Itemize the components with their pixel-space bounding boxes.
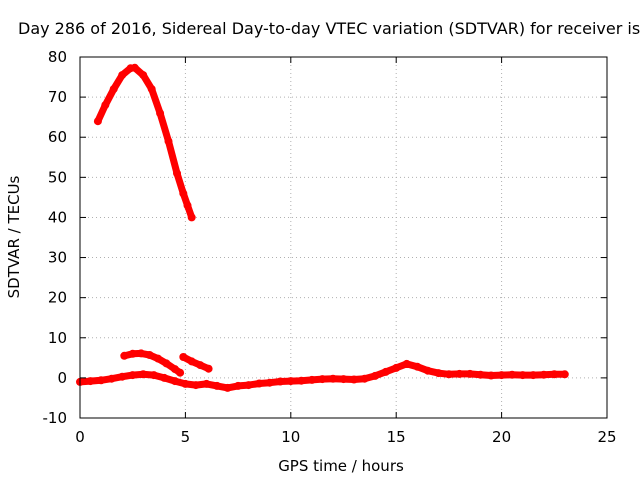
x-tick-label: 15 xyxy=(387,428,406,446)
data-point-baseline xyxy=(286,377,295,386)
data-point-baseline xyxy=(539,370,548,379)
x-tick-label: 0 xyxy=(75,428,85,446)
x-tick-label: 25 xyxy=(597,428,616,446)
data-point-arc-mid-2 xyxy=(204,364,213,373)
data-point-arc-high xyxy=(101,101,110,110)
data-point-baseline xyxy=(487,371,496,380)
data-point-arc-high xyxy=(173,169,181,178)
data-point-baseline xyxy=(339,375,348,384)
data-point-baseline xyxy=(307,375,316,384)
chart-title: Day 286 of 2016, Sidereal Day-to-day VTE… xyxy=(18,19,640,38)
y-tick-label: -10 xyxy=(43,409,68,427)
data-point-arc-high xyxy=(147,85,156,94)
data-point-baseline xyxy=(466,369,474,378)
data-point-baseline xyxy=(170,377,179,386)
data-point-arc-mid-2 xyxy=(179,353,188,361)
data-point-baseline xyxy=(550,370,559,379)
y-tick-label: 50 xyxy=(48,168,67,186)
data-point-baseline xyxy=(234,381,243,390)
data-point-arc-high xyxy=(118,71,127,80)
data-point-baseline xyxy=(244,381,253,390)
y-tick-label: 70 xyxy=(48,88,67,106)
data-point-baseline xyxy=(508,370,517,379)
data-point-baseline xyxy=(371,371,380,380)
data-point-baseline xyxy=(160,373,169,382)
data-point-baseline xyxy=(318,375,327,384)
y-axis-label: SDTVAR / TECUs xyxy=(5,175,23,298)
data-point-baseline xyxy=(139,370,148,379)
data-point-baseline xyxy=(86,377,95,386)
data-point-baseline xyxy=(402,359,411,368)
data-point-baseline xyxy=(149,371,158,380)
data-point-baseline xyxy=(276,377,285,386)
data-point-arc-mid-1 xyxy=(176,368,185,377)
data-point-arc-mid-2 xyxy=(187,357,196,366)
y-tick-label: 80 xyxy=(48,48,67,66)
data-point-baseline xyxy=(560,370,569,379)
data-point-baseline xyxy=(350,375,358,384)
data-point-arc-high xyxy=(187,213,196,222)
data-point-arc-mid-1 xyxy=(162,359,171,368)
data-point-baseline xyxy=(329,374,337,383)
data-point-arc-high xyxy=(109,85,118,94)
data-point-arc-mid-1 xyxy=(120,351,129,360)
y-tick-label: 20 xyxy=(48,289,67,307)
data-point-arc-high xyxy=(179,189,188,198)
x-tick-label: 20 xyxy=(492,428,511,446)
x-axis-label: GPS time / hours xyxy=(278,457,404,475)
data-point-baseline xyxy=(213,381,221,390)
data-point-baseline xyxy=(434,369,443,378)
data-point-baseline xyxy=(360,374,369,383)
data-point-baseline xyxy=(97,376,106,385)
data-point-baseline xyxy=(423,366,432,375)
data-point-baseline xyxy=(255,379,264,388)
data-point-baseline xyxy=(476,370,485,379)
data-point-arc-high xyxy=(183,201,192,210)
data-point-arc-high xyxy=(164,137,173,146)
data-point-arc-high xyxy=(93,117,102,126)
data-point-arc-mid-1 xyxy=(145,351,154,359)
data-point-baseline xyxy=(455,369,464,378)
y-tick-label: 10 xyxy=(48,329,67,347)
data-point-baseline xyxy=(297,376,306,385)
data-point-baseline xyxy=(392,363,401,372)
series-band-arc-mid-2 xyxy=(179,353,213,373)
data-point-baseline xyxy=(529,371,538,380)
data-point-arc-high xyxy=(156,109,165,118)
data-point-baseline xyxy=(202,379,211,388)
data-point-baseline xyxy=(497,371,506,380)
plot-frame xyxy=(79,56,608,419)
data-point-baseline xyxy=(128,371,137,380)
data-point-baseline xyxy=(107,374,116,383)
data-series xyxy=(76,63,569,392)
data-point-baseline xyxy=(265,378,274,387)
data-point-baseline xyxy=(118,372,127,381)
data-point-baseline xyxy=(444,370,453,379)
x-tick-label: 5 xyxy=(181,428,191,446)
y-tick-label: 40 xyxy=(48,208,67,226)
data-point-arc-high xyxy=(139,71,148,80)
data-point-baseline xyxy=(191,381,200,390)
data-point-baseline xyxy=(413,362,422,371)
data-point-baseline xyxy=(518,371,527,380)
data-point-arc-mid-1 xyxy=(154,354,162,363)
y-tick-label: 60 xyxy=(48,128,67,146)
data-point-baseline xyxy=(223,383,232,392)
data-point-arc-mid-1 xyxy=(128,349,137,358)
data-point-arc-mid-1 xyxy=(137,349,146,358)
data-point-baseline xyxy=(181,379,190,388)
y-tick-label: 0 xyxy=(57,369,67,387)
x-tick-label: 10 xyxy=(281,428,300,446)
data-point-arc-mid-2 xyxy=(196,361,205,370)
data-point-baseline xyxy=(381,367,390,376)
data-point-arc-high xyxy=(130,63,139,72)
axis-ticks: 0 5 10 15 20 25 -10 0 10 20 30 40 50 60 70 80 xyxy=(43,48,617,446)
y-tick-label: 30 xyxy=(48,249,67,267)
